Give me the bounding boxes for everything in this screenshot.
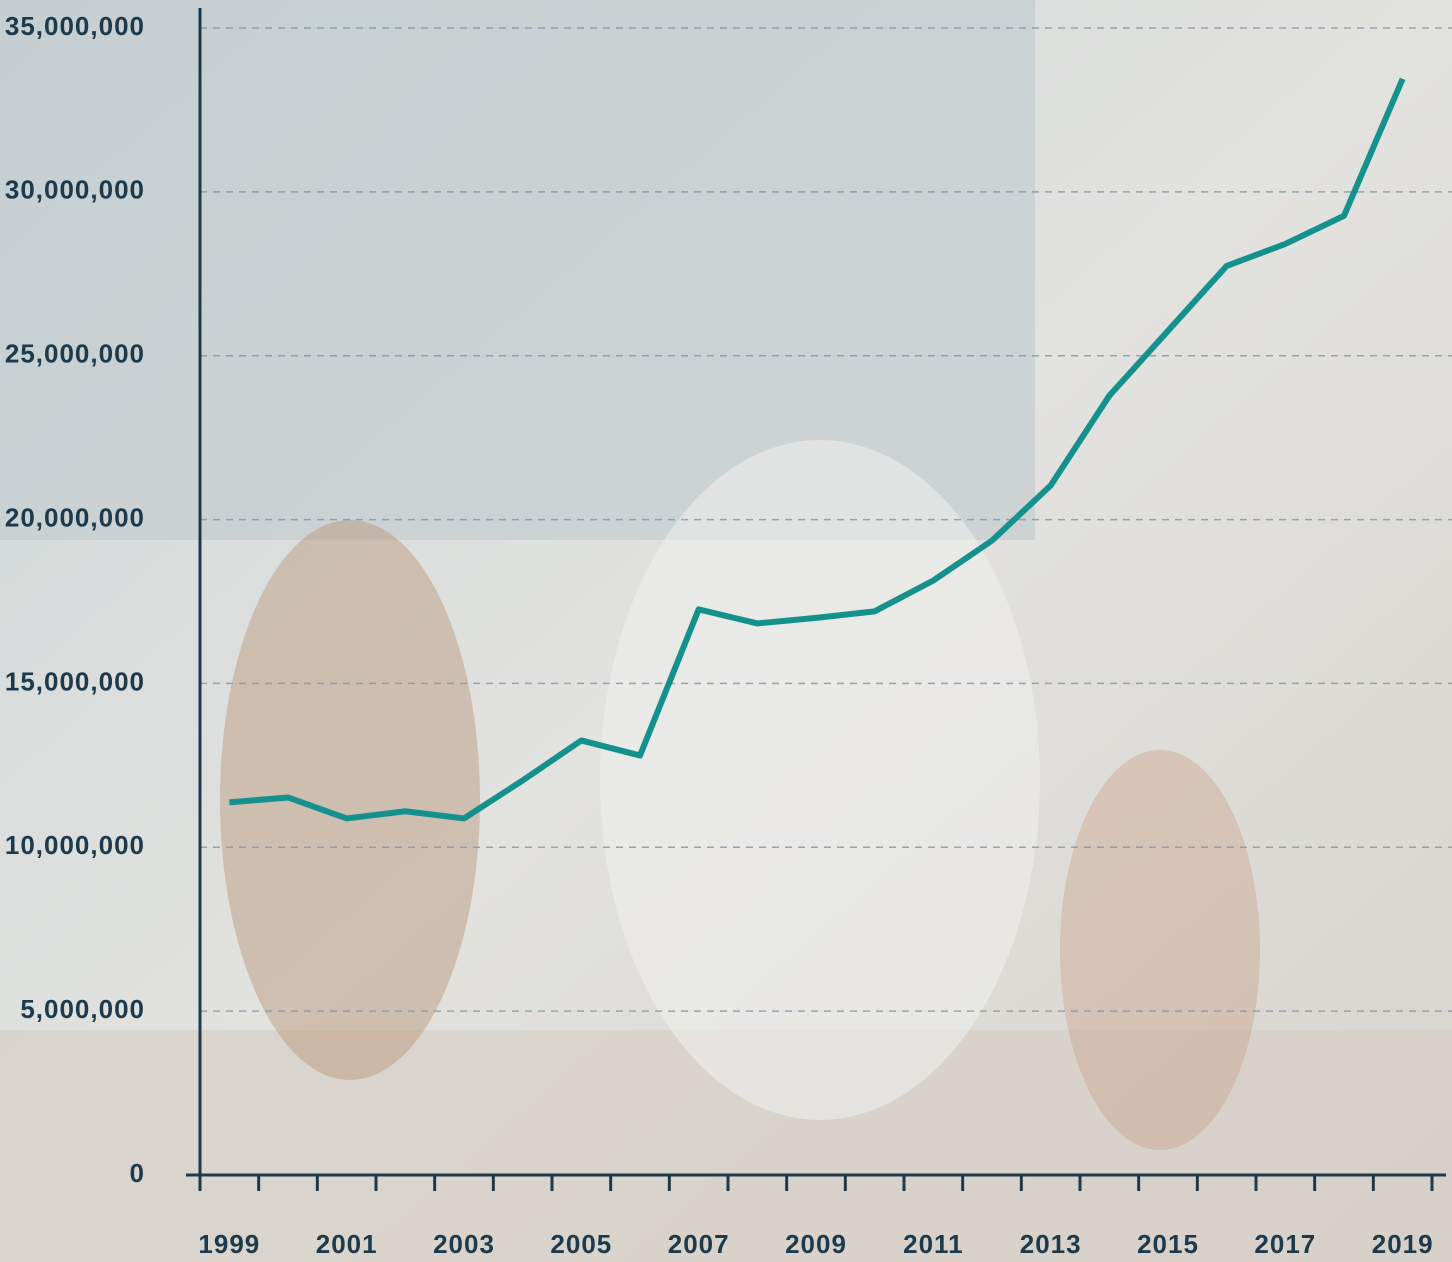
horse [1060,750,1260,1150]
y-tick-label: 20,000,000 [5,502,145,532]
y-tick-label: 35,000,000 [5,11,145,41]
x-tick-label: 2015 [1137,1229,1199,1259]
data-line [229,77,1406,822]
x-tick-label: 2003 [433,1229,495,1259]
x-tick-label: 2017 [1254,1229,1316,1259]
y-tick-label: 15,000,000 [5,666,145,696]
x-tick-label: 2011 [903,1229,963,1259]
x-tick-label: 1999 [198,1229,260,1259]
y-tick-label: 5,000,000 [20,994,145,1024]
x-tick-label: 2007 [668,1229,730,1259]
x-tick-label: 2013 [1020,1229,1082,1259]
horse [220,520,480,1080]
y-tick-label: 10,000,000 [5,830,145,860]
y-tick-label: 30,000,000 [5,175,145,205]
x-tick-label: 2001 [316,1229,378,1259]
y-tick-label: 25,000,000 [5,339,145,369]
x-tick-label: 2005 [550,1229,612,1259]
x-tick-label: 2019 [1372,1229,1434,1259]
x-tick-label: 2009 [785,1229,847,1259]
y-tick-label: 0 [130,1158,145,1188]
horse [600,440,1040,1120]
